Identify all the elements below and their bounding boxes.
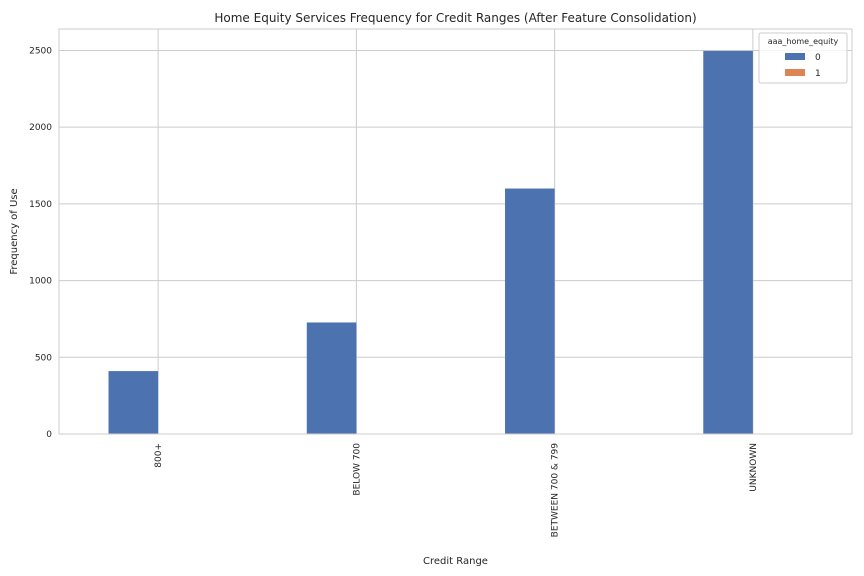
bars [108,50,753,434]
y-tick-label: 0 [46,430,52,440]
y-tick-label: 1500 [29,200,52,210]
y-tick-label: 1000 [29,277,52,287]
legend-swatch-1 [785,69,805,76]
bar-series-0-0 [108,371,159,434]
x-axis-label: Credit Range [423,556,488,567]
y-tick-label: 500 [35,353,52,363]
y-tick-label: 2000 [29,123,52,133]
bar-series-0-1 [306,322,357,434]
x-ticks: 800+ BELOW 700 BETWEEN 700 & 799 UNKNOWN [154,443,759,538]
bar-series-0-3 [703,50,753,434]
y-axis-label: Frequency of Use [9,188,20,274]
x-tick-label: BETWEEN 700 & 799 [551,443,561,538]
legend-swatch-0 [785,53,805,60]
plot-frame [58,28,853,435]
legend: aaa_home_equity 0 1 [758,32,848,84]
bar-series-0-2 [505,188,555,434]
chart-title: Home Equity Services Frequency for Credi… [214,11,696,25]
y-ticks: 0 500 1000 1500 2000 2500 [29,46,52,440]
x-tick-label: 800+ [154,443,164,468]
legend-label-0: 0 [815,53,821,63]
legend-label-1: 1 [815,69,821,79]
legend-title: aaa_home_equity [768,37,839,46]
x-tick-label: UNKNOWN [749,443,759,492]
y-tick-label: 2500 [29,46,52,56]
x-tick-label: BELOW 700 [352,443,362,496]
